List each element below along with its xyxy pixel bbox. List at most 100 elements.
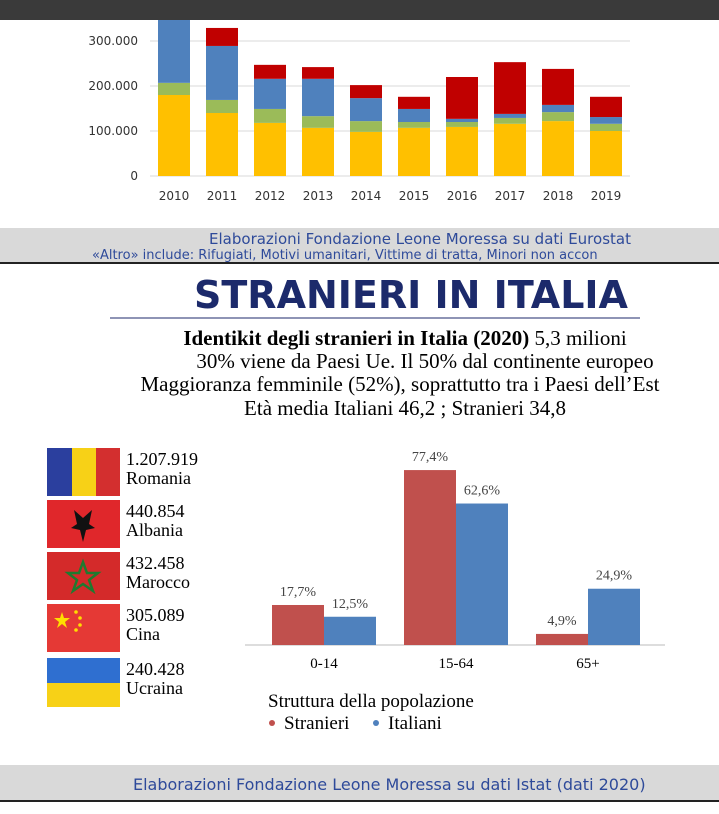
legend-marker [373,720,379,726]
x-tick-label: 2016 [447,189,478,203]
x-tick-label: 2019 [591,189,622,203]
value-label: 12,5% [332,597,369,612]
bar-segment [494,117,526,124]
bar-segment [302,78,334,117]
bar-segment [206,113,238,176]
y-tick-label: 100.000 [88,124,138,138]
value-label: 77,4% [412,450,449,465]
bar-segment [590,117,622,124]
intro-line: Età media Italiani 46,2 ; Stranieri 34,8 [244,396,566,420]
intro-line: Identikit degli stranieri in Italia (202… [183,326,627,350]
bar-segment [542,68,574,105]
intro-line: 30% viene da Paesi Ue. Il 50% dal contin… [196,349,653,373]
bar [272,604,324,645]
value-label: 17,7% [280,585,317,600]
country-name: Ucraina [126,678,183,698]
x-tick-label: 2012 [255,189,286,203]
chart-title: Struttura della popolazione [268,691,474,712]
bar-segment [494,113,526,118]
bar-segment [398,108,430,122]
bar [536,633,588,645]
value-label: 24,9% [596,569,633,584]
note: «Altro» include: Rifugiati, Motivi umani… [92,248,598,263]
bar-segment [590,96,622,118]
bar-segment [206,27,238,46]
bar-segment [446,122,478,127]
x-tick-label: 2014 [351,189,382,203]
value-label: 4,9% [547,614,577,629]
country-count: 1.207.919 [126,449,198,469]
y-tick-label: 0 [130,169,138,183]
bar-segment [398,122,430,128]
legend-label: Italiani [388,713,442,734]
bar-segment [302,127,334,176]
country-count: 305.089 [126,605,185,625]
bar-segment [542,121,574,176]
flag-ukraine [47,658,120,707]
bar-segment [494,62,526,114]
bar-segment [254,64,286,79]
bar-segment [158,82,190,95]
bar [456,503,508,645]
legend-label: Stranieri [284,713,349,734]
bar-segment [446,77,478,119]
bar-segment [254,122,286,176]
flag-china [47,604,120,652]
bar-segment [254,78,286,109]
bar-segment [206,99,238,113]
bar-segment [398,127,430,176]
intro-bold: Identikit degli stranieri in Italia (202… [183,326,529,350]
headline: STRANIERI IN ITALIA [194,273,629,317]
bar [324,616,376,645]
footer: Elaborazioni Fondazione Leone Moressa su… [133,775,646,794]
bar-segment [542,104,574,113]
bar-segment [350,98,382,122]
bar [404,470,456,645]
bar [588,588,640,645]
country-name: Albania [126,520,183,540]
bar-segment [350,121,382,132]
x-tick-label: 2017 [495,189,526,203]
bar-segment [350,131,382,176]
country-name: Romania [126,468,191,488]
footer-band [0,765,719,800]
x-tick-label: 2010 [159,189,190,203]
intro-rest: 5,3 milioni [529,326,627,350]
bar-segment [398,96,430,109]
flag-romania [47,448,120,496]
x-tick-label: 2015 [399,189,430,203]
country-name: Marocco [126,572,190,592]
x-tick-label: 2018 [543,189,574,203]
bar-segment [350,85,382,99]
x-tick-label: 15-64 [439,656,474,672]
bar-segment [494,123,526,176]
country-count: 440.854 [126,501,185,521]
country-count: 432.458 [126,553,185,573]
bar-segment [302,67,334,79]
bar-segment [302,116,334,128]
x-tick-label: 65+ [576,656,599,672]
country-name: Cina [126,624,160,644]
x-tick-label: 0-14 [310,656,338,672]
bar-segment [590,131,622,176]
bar-segment [446,126,478,176]
flag-morocco [47,552,120,600]
source: Elaborazioni Fondazione Leone Moressa su… [209,230,631,248]
y-tick-label: 200.000 [88,79,138,93]
bar-segment [542,112,574,122]
x-tick-label: 2013 [303,189,334,203]
bar-segment [446,118,478,122]
flags [47,448,120,707]
country-count: 240.428 [126,659,185,679]
intro-line: Maggioranza femminile (52%), soprattutto… [140,372,659,396]
y-tick-label: 300.000 [88,34,138,48]
top-bar [0,0,719,20]
bar-segment [590,123,622,131]
source-band [0,228,719,262]
bar-segment [206,45,238,100]
bar-segment [158,95,190,176]
value-label: 62,6% [464,484,501,499]
bar-segment [254,108,286,123]
legend-marker [269,720,275,726]
